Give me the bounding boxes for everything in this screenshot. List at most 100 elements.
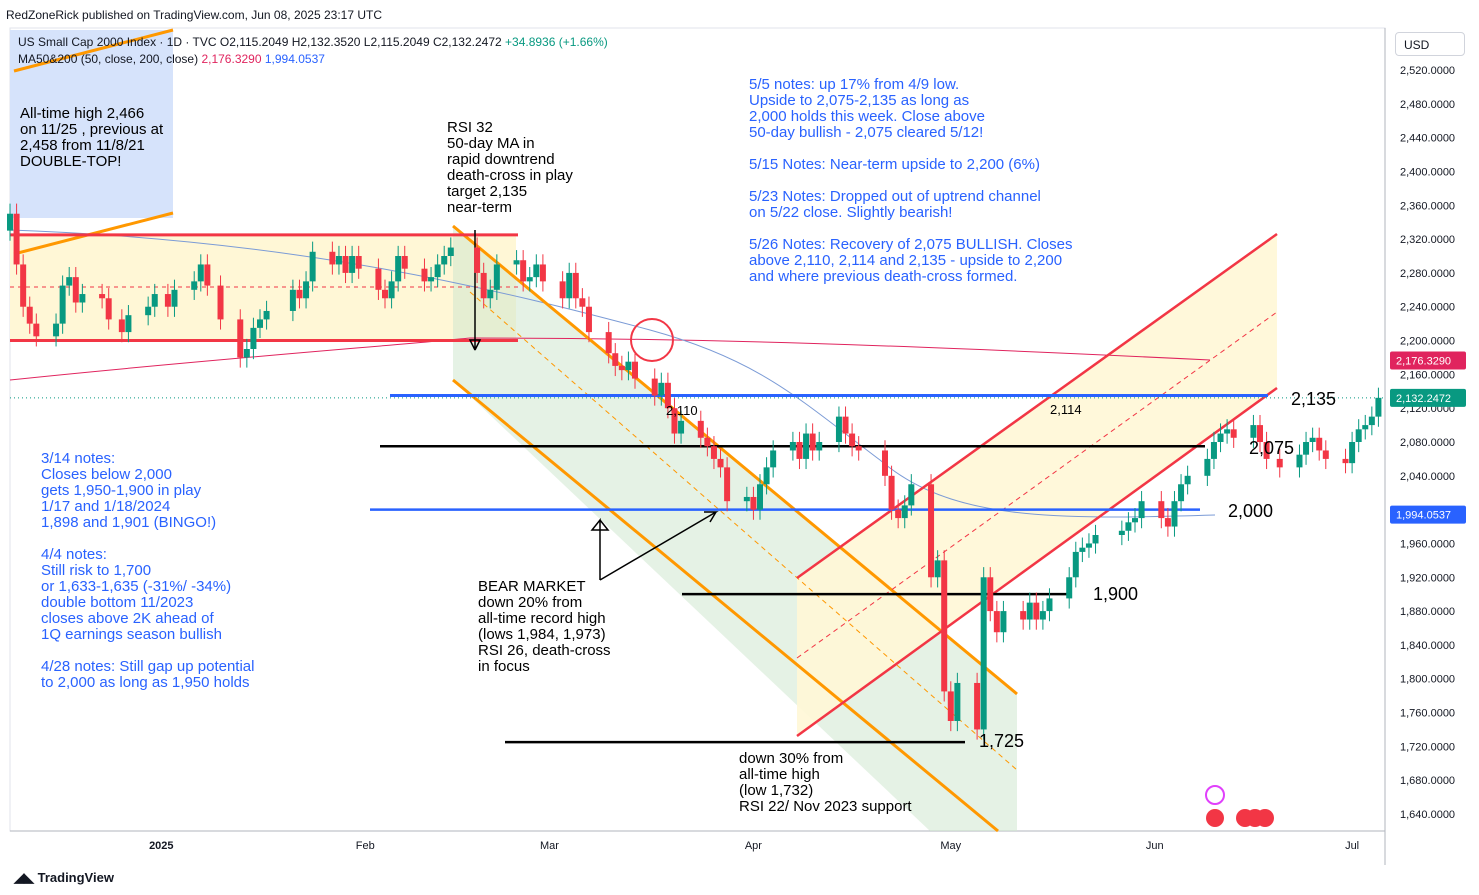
- candle-body: [53, 323, 60, 337]
- candle-body: [474, 247, 481, 273]
- candle-body: [20, 264, 27, 307]
- ma-legend: MA50&200 (50, close, 200, close) 2,176.3…: [18, 52, 325, 66]
- candle-body: [243, 349, 250, 358]
- candle-body: [1072, 551, 1079, 578]
- bear-up-arrow: [590, 517, 610, 580]
- candle-body: [1046, 598, 1053, 612]
- candle-body: [447, 247, 454, 256]
- candle-body: [1092, 535, 1099, 544]
- level-2135-label: 2,135: [1291, 389, 1337, 409]
- candle-body: [1316, 437, 1323, 451]
- candle-body: [947, 691, 954, 721]
- candle-body: [125, 315, 132, 333]
- currency-selector[interactable]: USD: [1395, 32, 1465, 56]
- candle-body: [579, 298, 586, 307]
- candle-body: [342, 256, 349, 273]
- candle-body: [79, 294, 86, 303]
- x-tick-label: May: [940, 840, 961, 852]
- candle-body: [704, 437, 711, 447]
- candle-body: [934, 560, 941, 578]
- candle-body: [7, 213, 13, 231]
- candle-body: [533, 264, 540, 278]
- left-notes: 3/14 notes: Closes below 2,000 gets 1,95…: [41, 450, 255, 691]
- tradingview-logo[interactable]: ◢◣ TradingView: [14, 870, 114, 886]
- candle-body: [289, 289, 296, 311]
- flag-icon: [1206, 809, 1224, 827]
- earnings-icon: [1205, 785, 1225, 805]
- candle-body: [296, 289, 303, 299]
- candle-body: [355, 256, 362, 269]
- candle-body: [605, 332, 612, 354]
- candle-body: [1355, 429, 1362, 442]
- candle-body: [566, 272, 573, 299]
- y-tick-label: 2,280.0000: [1400, 268, 1455, 280]
- rsi-arrow: [468, 230, 482, 351]
- ma50-price-tag-bg: [1390, 505, 1466, 524]
- falling-channel-upper: [452, 224, 1018, 696]
- candle-body: [1368, 416, 1375, 426]
- candle-body: [375, 268, 382, 290]
- candle-body: [1204, 458, 1211, 476]
- candle-body: [710, 446, 717, 459]
- candle-body: [724, 467, 731, 502]
- last-price-tag-bg: [1390, 388, 1466, 407]
- candle-body: [250, 327, 257, 349]
- candle-body: [335, 256, 342, 265]
- candle-body: [1322, 450, 1329, 459]
- peak-2110-label: 2,110: [666, 403, 698, 418]
- candle-body: [1066, 577, 1073, 599]
- candle-body: [349, 256, 356, 273]
- candle-body: [13, 213, 20, 265]
- candle-body: [1210, 442, 1217, 459]
- candle-body: [941, 560, 948, 692]
- y-tick-label: 1,640.0000: [1400, 809, 1455, 821]
- candle-body: [26, 306, 33, 324]
- candle-body: [980, 577, 987, 730]
- symbol-line: US Small Cap 2000 Index · 1D · TVC O2,11…: [18, 35, 608, 49]
- candle-body: [171, 289, 178, 307]
- x-tick-label: Jun: [1146, 840, 1164, 852]
- candle-body: [901, 505, 908, 519]
- down30-note: down 30% from all-time high (low 1,732) …: [739, 750, 912, 815]
- candle-body: [237, 319, 244, 358]
- candle-body: [987, 577, 994, 612]
- candle-body: [888, 475, 895, 510]
- x-tick-label: 2025: [149, 840, 173, 852]
- candle-body: [1158, 501, 1165, 519]
- ma200-line: [9, 337, 1211, 381]
- candle-body: [1230, 429, 1237, 438]
- ma-label: MA50&200 (50, close, 200, close): [18, 52, 199, 66]
- last-price-tag: 2,132.2472: [1396, 393, 1451, 405]
- candle-body: [1309, 437, 1316, 442]
- ath-note: All-time high 2,466 on 11/25 , previous …: [20, 105, 164, 170]
- candle-body: [1217, 433, 1224, 442]
- candle-body: [164, 294, 171, 307]
- tradingview-logo-icon: ◢◣: [14, 870, 38, 885]
- y-tick-label: 2,520.0000: [1400, 65, 1455, 77]
- candle-body: [191, 281, 198, 290]
- candle-body: [835, 416, 842, 442]
- change-value: +34.8936 (+1.66%): [505, 35, 608, 49]
- candle-body: [1296, 454, 1303, 468]
- candle-body: [1276, 458, 1283, 468]
- candle-body: [664, 382, 671, 409]
- candle-body: [1026, 602, 1033, 620]
- candle-body: [382, 289, 388, 299]
- candle-body: [480, 272, 487, 299]
- candle-body: [717, 458, 724, 468]
- candle-body: [329, 251, 336, 265]
- candle-body: [1079, 547, 1086, 552]
- candle-body: [151, 294, 158, 307]
- y-tick-label: 2,080.0000: [1400, 437, 1455, 449]
- candle-body: [395, 256, 402, 282]
- candle-body: [66, 277, 73, 286]
- candle-body: [1085, 543, 1092, 548]
- candle-body: [1171, 501, 1178, 527]
- candle-body: [1263, 442, 1270, 459]
- candle-body: [118, 319, 125, 333]
- x-tick-label: Jul: [1345, 840, 1359, 852]
- y-tick-label: 1,800.0000: [1400, 674, 1455, 686]
- candle-body: [585, 306, 592, 333]
- falling-channel-lower: [452, 378, 999, 833]
